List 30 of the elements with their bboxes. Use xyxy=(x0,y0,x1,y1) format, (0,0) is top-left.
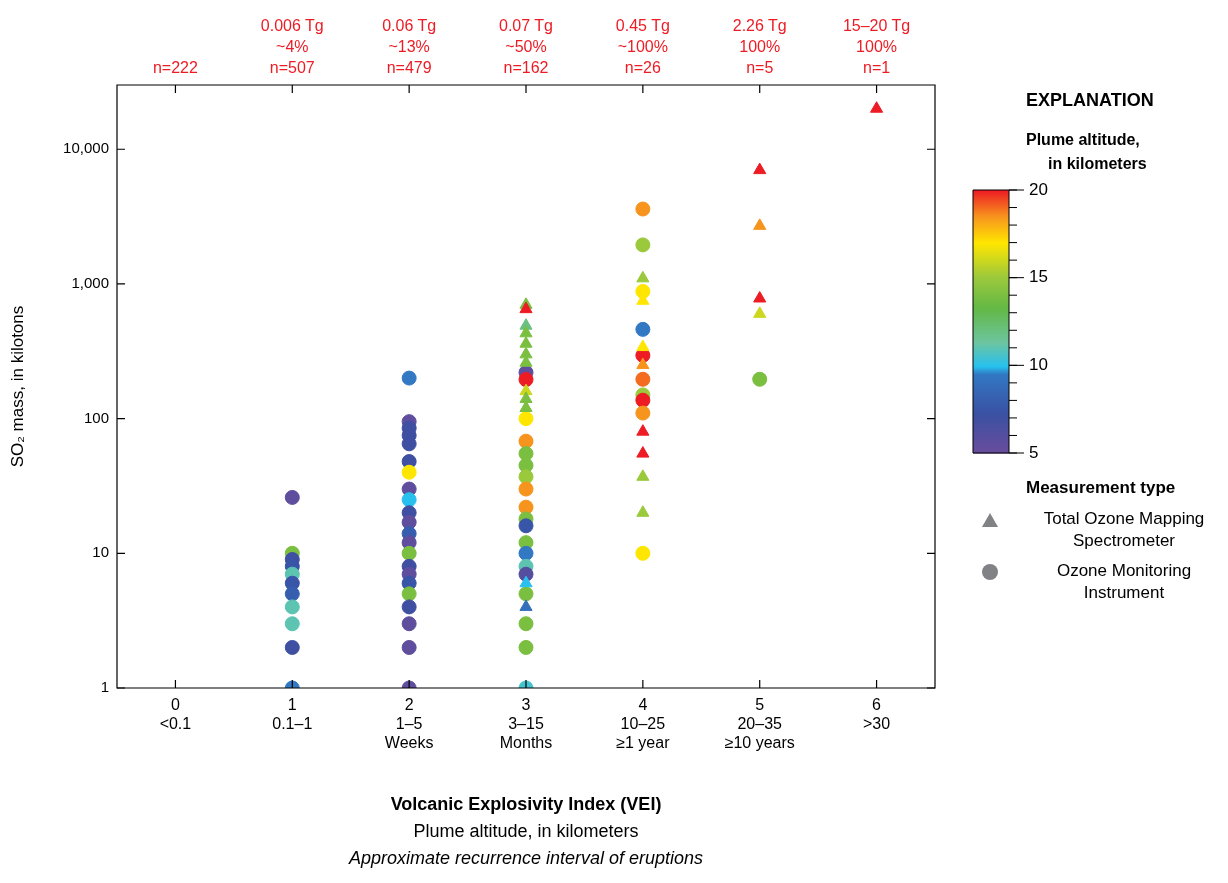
text: 0.07 Tg ~50% n=162 xyxy=(499,17,553,76)
x-tick-label: 4 10–25 ≥1 year xyxy=(616,696,671,752)
color-bar-title: Plume altitude, in kilometers xyxy=(1026,131,1147,172)
text: Ozone Monitoring Instrument xyxy=(1055,560,1193,604)
color-bar-label: 10 xyxy=(1029,355,1048,375)
text: 0.006 Tg ~4% n=507 xyxy=(260,17,324,76)
text: 15–20 Tg 100% n=1 xyxy=(842,17,911,76)
y-tick-label: 10,000 xyxy=(63,139,109,157)
x-tick-label: 3 3–15 Months xyxy=(499,696,553,752)
y-tick-label: 10 xyxy=(92,543,109,561)
x-tick-label: 0 <0.1 xyxy=(159,696,192,733)
color-bar-label: 20 xyxy=(1029,179,1048,199)
y-tick-label: 1,000 xyxy=(71,274,109,292)
x-tick-label: 6 >30 xyxy=(863,696,891,733)
y-tick-label: 1 xyxy=(100,678,109,696)
x-tick-label: 1 0.1–1 xyxy=(272,696,313,733)
text: 0.45 Tg ~100% n=26 xyxy=(615,17,670,76)
x-tick-label: 5 20–35 ≥10 years xyxy=(724,696,795,752)
x-axis-title: Volcanic Explosivity Index (VEI) Plume altitude, in kilometers Approximate recurrence interval of eruptions xyxy=(347,794,704,868)
text: Total Ozone Mapping Spectrometer xyxy=(1042,508,1206,552)
x-tick-label: 2 1–5 Weeks xyxy=(384,696,434,752)
legend-title: Measurement type xyxy=(1026,478,1177,498)
text: 0.06 Tg ~13% n=479 xyxy=(382,17,437,76)
text: 2.26 Tg 100% n=5 xyxy=(732,17,787,76)
text: n=222 xyxy=(152,59,198,76)
y-axis-title: SO₂ mass, in kilotons xyxy=(7,305,27,468)
text: EXPLANATION xyxy=(1026,90,1154,110)
y-tick-label: 100 xyxy=(83,408,109,426)
color-bar-label: 5 xyxy=(1029,442,1039,462)
color-bar-label: 15 xyxy=(1029,267,1048,287)
